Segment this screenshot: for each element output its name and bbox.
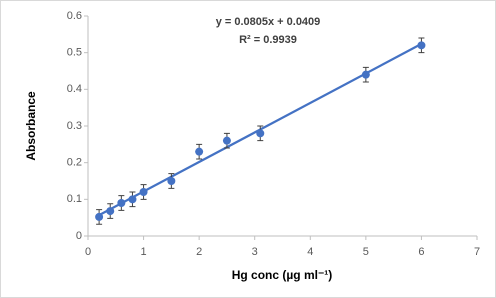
trend-r2: R² = 0.9939 xyxy=(239,34,297,46)
y-tick-label: 0.4 xyxy=(67,83,82,95)
x-tick-label: 7 xyxy=(474,246,480,258)
point xyxy=(117,199,126,207)
point xyxy=(139,188,148,196)
point xyxy=(128,195,137,204)
x-tick-label: 2 xyxy=(196,246,202,258)
point xyxy=(222,136,231,145)
y-tick-label: 0.1 xyxy=(67,193,82,205)
point xyxy=(106,207,115,216)
x-tick-label: 6 xyxy=(418,246,424,258)
y-axis-title: Absorbance xyxy=(24,91,38,161)
y-tick-label: 0.2 xyxy=(67,157,82,169)
y-tick-label: 0.3 xyxy=(67,120,82,132)
x-tick-label: 0 xyxy=(85,246,91,258)
x-tick-label: 3 xyxy=(252,246,258,258)
y-tick-label: 0 xyxy=(76,230,82,242)
trend-equation: y = 0.0805x + 0.0409 xyxy=(216,16,321,28)
point xyxy=(361,70,370,79)
point xyxy=(195,147,204,156)
x-tick-label: 5 xyxy=(363,246,369,258)
point xyxy=(95,212,104,221)
x-tick-label: 4 xyxy=(307,246,313,258)
point xyxy=(256,129,265,138)
x-axis-title: Hg conc (µg ml⁻¹) xyxy=(232,268,333,282)
point xyxy=(167,177,176,185)
y-tick-label: 0.5 xyxy=(67,47,82,59)
point xyxy=(417,41,426,50)
y-tick-label: 0.6 xyxy=(67,10,82,22)
x-tick-label: 1 xyxy=(141,246,147,258)
